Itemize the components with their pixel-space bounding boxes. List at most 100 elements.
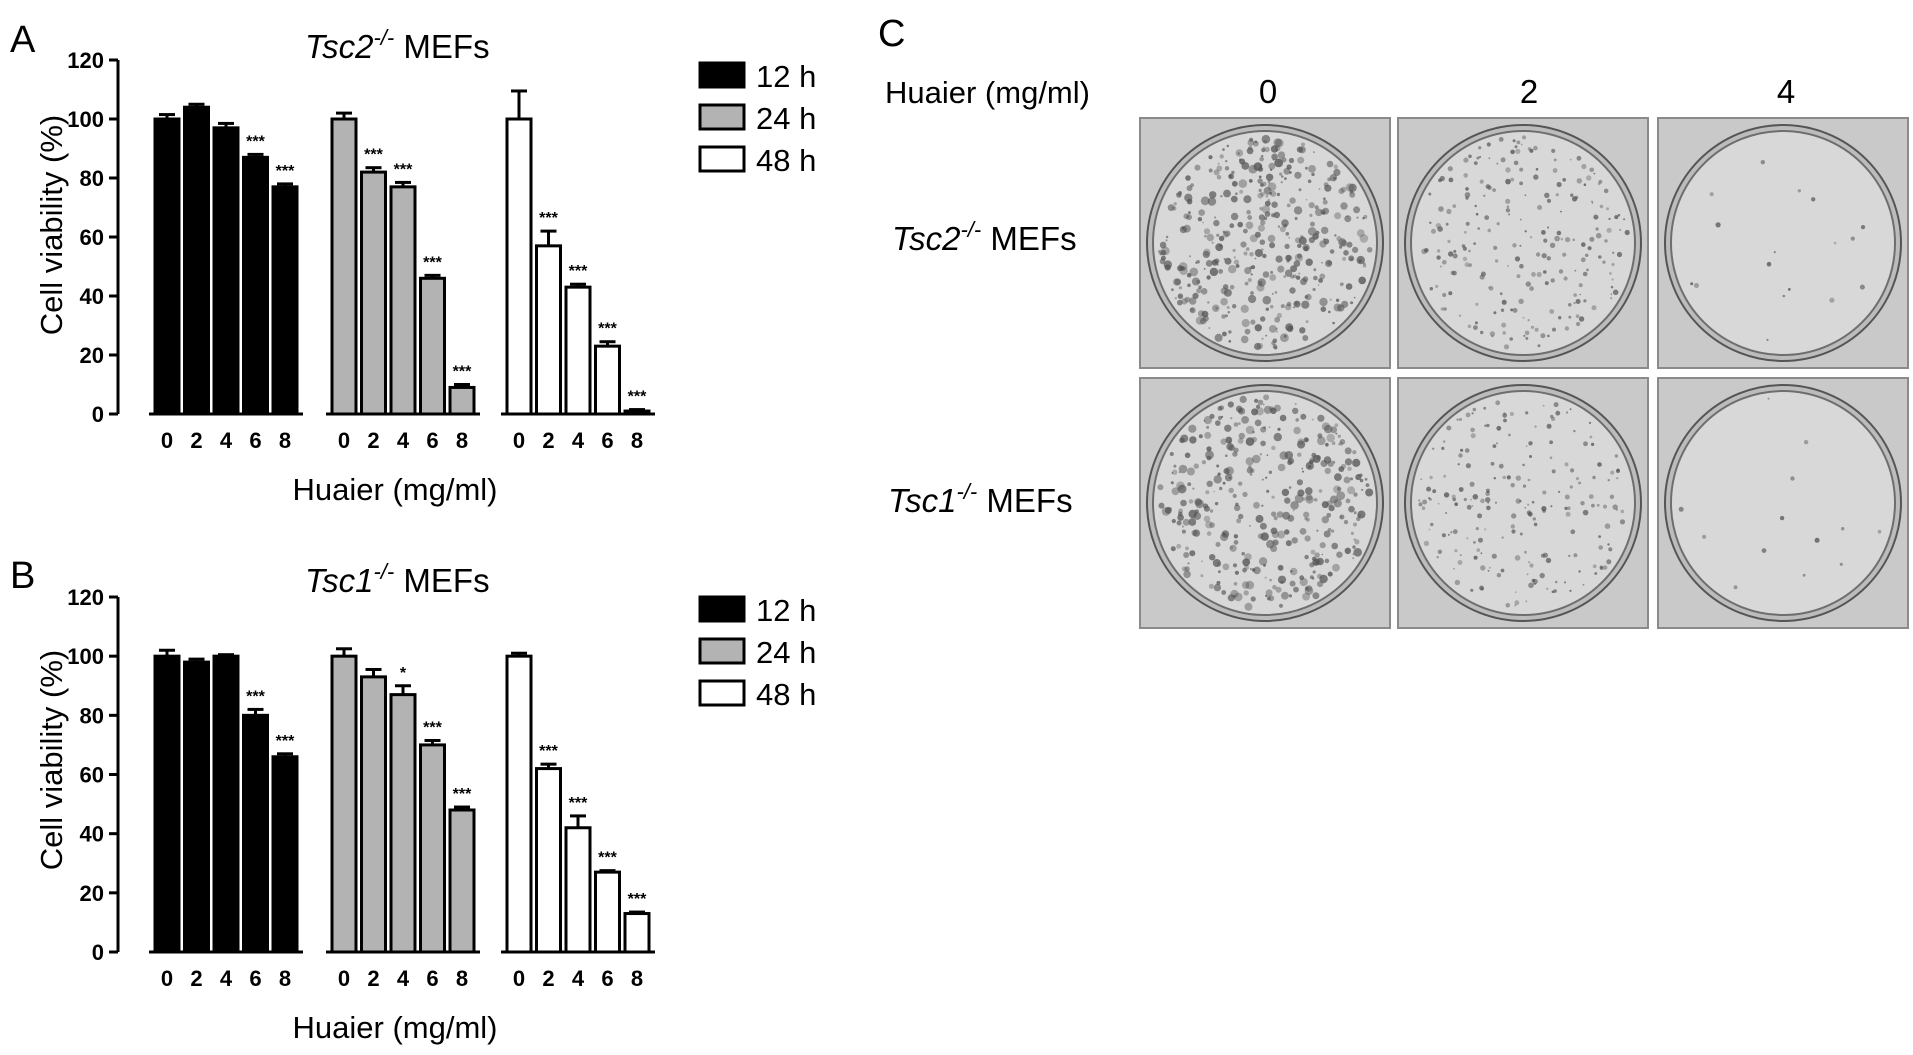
chart-a-legend-label: 12 h [756,59,816,94]
chart-b-significance-mark: *** [569,795,588,812]
chart-b-significance-mark: *** [628,891,647,908]
chart-a-bar [535,244,562,416]
chart-b-title-sup: -/- [373,559,394,584]
chart-b-bar [535,767,562,954]
chart-a-significance-mark: *** [276,163,295,180]
chart-b-legend-swatch [698,595,746,623]
chart-b-x-tick-label: 8 [631,966,643,991]
chart-a-significance-mark: *** [423,254,442,271]
chart-b-x-tick-label: 2 [367,966,379,991]
chart-a-bar [419,276,446,416]
chart-a-legend-swatch [698,103,746,131]
panel-letter-b: B [10,555,35,597]
panel-letter-a: A [10,19,36,61]
chart-a-x-tick-label: 6 [601,428,613,453]
chart-b-y-tick-label: 20 [80,881,104,906]
chart-a-significance-mark: *** [394,161,413,178]
colony-plates-grid [1139,117,1909,629]
chart-a-x-tick-label: 2 [190,428,202,453]
chart-b-bar [153,654,181,954]
chart-b-legend-swatch [698,679,746,707]
chart-a-bar [271,185,299,416]
chart-a-x-tick-label: 8 [631,428,643,453]
colony-plate [1397,377,1649,629]
chart-b-bar [505,654,533,954]
chart-a-bar [330,117,358,416]
chart-b-x-tick-label: 2 [542,966,554,991]
chart-b-bar [212,654,240,954]
chart-b-y-tick-label: 0 [92,940,104,965]
chart-a-title-rest: MEFs [394,28,489,65]
chart-a-bar [505,117,533,416]
chart-a-x-tick-label: 0 [161,428,173,453]
chart-a-bar [623,409,651,416]
colony-plate [1397,117,1649,369]
chart-b-xlabel: Huaier (mg/ml) [293,1010,498,1045]
chart-b-significance-mark: *** [539,743,558,760]
chart-b-x-tick-label: 4 [220,966,233,991]
chart-a-bar [212,126,240,416]
chart-b-x-tick-label: 6 [249,966,261,991]
chart-a-bar [360,170,387,416]
chart-b-bar [330,654,358,954]
chart-b-y-tick-label: 100 [67,644,104,669]
chart-a-x-tick-label: 4 [572,428,585,453]
chart-b-x-tick-label: 6 [426,966,438,991]
chart-a-significance-mark: *** [246,133,265,150]
chart-b-title-rest: MEFs [394,562,489,599]
chart-a-bar [594,344,621,416]
chart-a-legend-swatch [698,145,746,173]
colony-row-label-tsc1-rest: MEFs [977,482,1072,519]
chart-b-x-tick-label: 4 [572,966,585,991]
chart-b-bar [271,755,299,954]
colony-row-label-tsc2: Tsc2-/- MEFs [892,217,1077,257]
chart-b-bar [242,713,269,954]
chart-b-x-tick-label: 8 [456,966,468,991]
colony-dose-2: 2 [1520,73,1538,110]
colony-row-label-tsc2-gene: Tsc2 [892,220,960,257]
chart-b-y-tick-label: 80 [80,703,104,728]
chart-a-xlabel: Huaier (mg/ml) [293,472,498,507]
chart-b-significance-mark: *** [276,733,295,750]
chart-a-significance-mark: *** [628,389,647,406]
colony-row-label-tsc1-sup: -/- [956,479,977,504]
colony-plate [1139,377,1391,629]
chart-b-x-tick-label: 4 [397,966,410,991]
chart-b-x-tick-label: 0 [161,966,173,991]
chart-b-bar [564,826,592,954]
chart-a-x-tick-label: 6 [249,428,261,453]
chart-b-x-tick-label: 8 [279,966,291,991]
chart-a-x-tick-label: 8 [279,428,291,453]
panel-letter-c: C [878,13,905,55]
chart-a-x-tick-label: 4 [220,428,233,453]
chart-a-significance-mark: *** [539,210,558,227]
chart-a-bar [564,285,592,416]
chart-a-ylabel: Cell viability (%) [34,115,69,335]
chart-b-bar [389,693,417,954]
chart-b-title-gene: Tsc1 [305,562,373,599]
colony-row-label-tsc2-sup: -/- [960,217,981,242]
chart-a-significance-mark: *** [364,147,383,164]
chart-a-bar [183,105,210,416]
chart-b-legend-label: 12 h [756,593,816,628]
chart-a-significance-mark: *** [569,263,588,280]
chart-a-title: Tsc2-/- MEFs [305,25,490,65]
chart-b-bar [623,912,651,954]
chart-a-significance-mark: *** [453,364,472,381]
chart-b-x-tick-label: 6 [601,966,613,991]
chart-a-x-tick-label: 0 [338,428,350,453]
chart-a-x-tick-label: 6 [426,428,438,453]
colony-plate [1657,117,1909,369]
chart-b-y-tick-label: 120 [67,585,104,610]
chart-a-bar [153,117,181,416]
colony-dose-label: Huaier (mg/ml) [885,75,1090,110]
chart-b-significance-mark: *** [423,719,442,736]
chart-a-bar [389,185,417,416]
chart-b-x-tick-label: 0 [338,966,350,991]
colony-dose-4: 4 [1777,73,1795,110]
chart-b-bar [419,743,446,954]
chart-b-bar [183,660,210,954]
